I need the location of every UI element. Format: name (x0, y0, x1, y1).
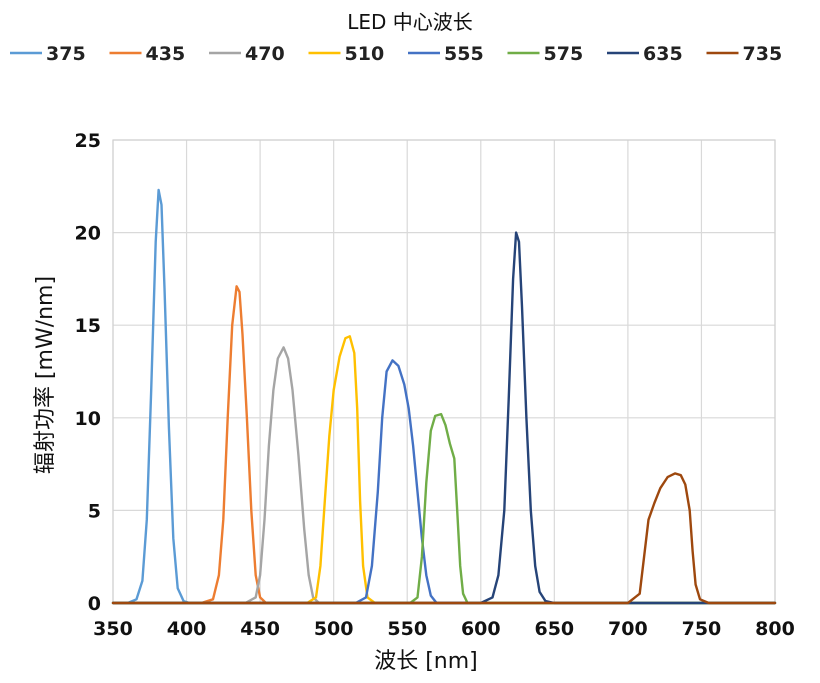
series-line-470 (111, 346, 777, 605)
series-group (111, 188, 777, 605)
legend-label: 435 (146, 43, 186, 65)
plot-frame (112, 139, 776, 604)
x-tick-label: 750 (682, 618, 722, 640)
y-tick-label: 15 (75, 315, 101, 337)
legend-label: 635 (643, 43, 683, 65)
legend-title: LED 中心波长 (347, 10, 473, 34)
y-tick-label: 20 (75, 223, 101, 245)
series-line-635 (111, 231, 777, 605)
x-tick-label: 550 (387, 618, 427, 640)
series-line-510 (111, 335, 777, 605)
legend-label: 470 (245, 43, 285, 65)
y-tick-label: 5 (88, 500, 101, 522)
x-tick-label: 600 (461, 618, 501, 640)
legend-label: 575 (544, 43, 584, 65)
y-tick-label: 0 (88, 593, 101, 615)
series-line-555 (111, 359, 777, 605)
series-line-735 (111, 472, 777, 605)
legend-label: 735 (743, 43, 783, 65)
legend-label: 555 (444, 43, 484, 65)
y-tick-label: 10 (75, 408, 101, 430)
x-tick-label: 400 (167, 618, 207, 640)
x-tick-label: 800 (755, 618, 795, 640)
series-line-575 (111, 412, 777, 605)
x-tick-label: 450 (240, 618, 280, 640)
legend-label: 510 (345, 43, 385, 65)
legend: 375 435 470 510 555 575 635 735 (10, 43, 782, 65)
y-axis-title: 辐射功率 [mW/nm] (33, 276, 58, 474)
x-tick-label: 500 (314, 618, 354, 640)
x-tick-label: 700 (608, 618, 648, 640)
x-tick-label: 350 (93, 618, 133, 640)
legend-label: 375 (46, 43, 86, 65)
series-line-375 (111, 188, 777, 605)
axes: 350 400 450 500 550 600 650 700 750 800 0 5 10 15 20 25 (75, 130, 795, 640)
grid (112, 139, 776, 604)
x-axis-title: 波长 [nm] (374, 649, 478, 674)
y-tick-label: 25 (75, 130, 101, 152)
x-tick-label: 650 (534, 618, 574, 640)
series-line-435 (111, 285, 777, 605)
